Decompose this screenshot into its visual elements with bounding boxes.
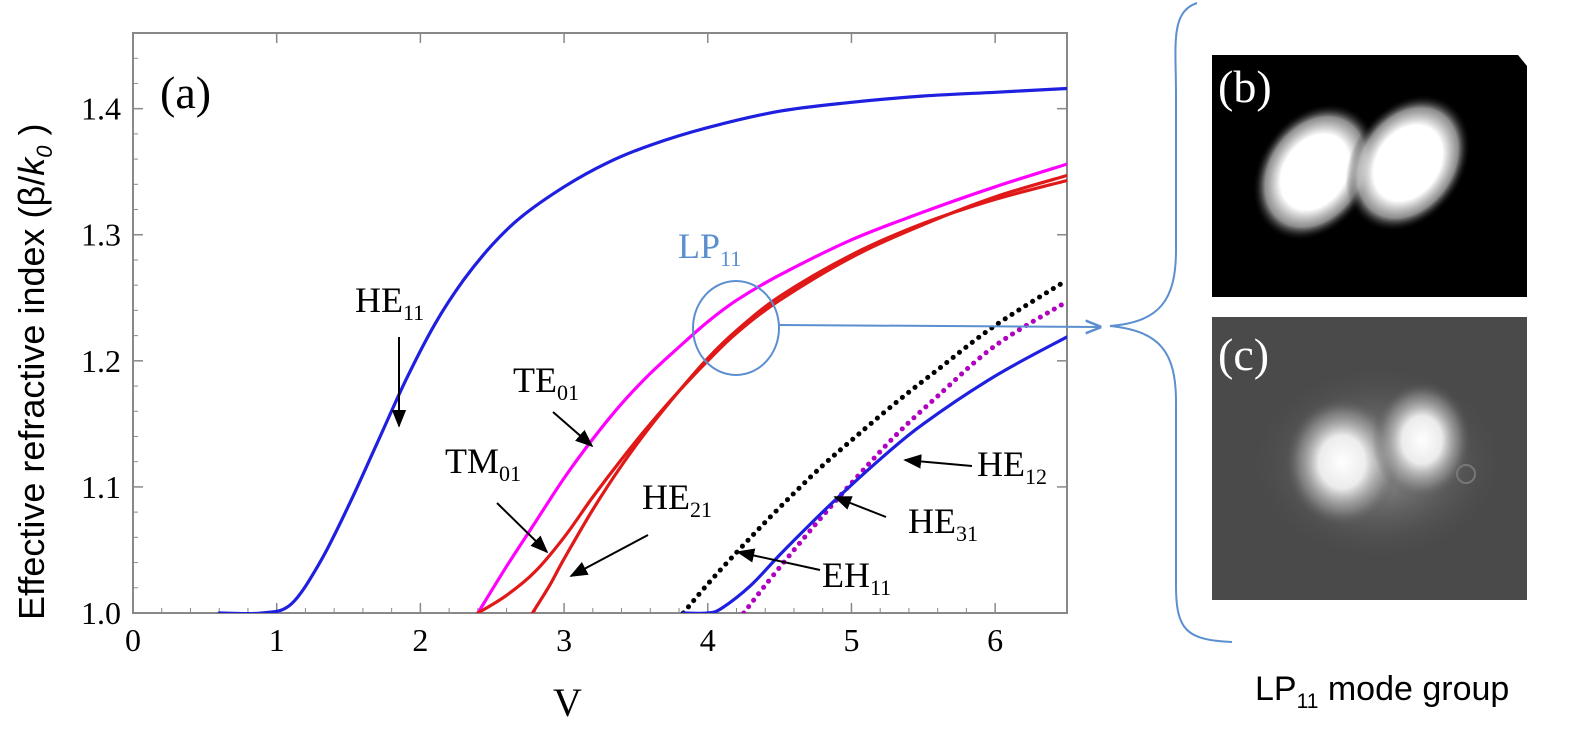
annotation-he12: HE12 [977,444,1047,489]
annotation-he31-arrow [833,496,887,518]
group-caption: LP11 mode group [1255,670,1509,713]
y-tick-label: 1.0 [81,595,121,631]
annotation-eh11: EH11 [822,555,891,600]
x-tick-label: 3 [556,622,572,658]
y-tick-label: 1.3 [81,217,121,253]
annotation-he12-arrow [903,454,973,469]
annotation-te01-arrow [552,411,594,448]
annotation-te01: TE01 [513,360,579,405]
lp11-pointer-arrow [778,325,1100,327]
y-tick-label: 1.2 [81,343,121,379]
mode-b-lobe-left [1252,103,1378,241]
series-line-he11 [217,86,1067,613]
annotation-lp11: LP11 [678,226,741,271]
y-ticks: 1.0 1.1 1.2 1.3 1.4 [81,32,1067,631]
series-layer [217,86,1067,613]
annotation-he31: HE31 [908,501,978,546]
panel-label-b: (b) [1218,61,1272,112]
panel-label-c: (c) [1218,329,1269,380]
y-tick-label: 1.1 [81,469,121,505]
x-tick-label: 6 [987,622,1003,658]
mode-image-c: (c) [1212,317,1527,600]
lp11-highlight-ellipse [692,280,780,376]
series-line-te01 [476,162,1067,613]
annotation-tm01-arrow [496,502,549,554]
x-tick-label: 2 [412,622,428,658]
annotation-eh11-arrow [736,548,821,571]
x-tick-label: 1 [269,622,285,658]
mode-b-lobe-right [1345,94,1471,232]
series-line-he12 [681,335,1067,613]
y-tick-label: 1.4 [81,91,121,127]
x-ticks: 0 1 2 3 4 5 6 [125,33,1003,658]
series-line-eh11 [680,277,1067,613]
group-brace [1109,2,1233,643]
annotation-he11: HE11 [355,280,424,325]
plot-frame [132,32,1068,614]
chart-panel-a: 0 1 2 3 4 5 6 1.0 1.1 1.2 1.3 1.4 (a) V Effective … [11,32,1068,725]
series-line-he21 [530,178,1067,613]
annotation-he21: HE21 [642,477,712,522]
mode-c-lobe-right [1372,380,1472,500]
mode-c-artifact [1456,464,1476,484]
series-line-he31 [741,299,1067,613]
panel-label-a: (a) [160,67,211,118]
y-axis-label: Effective refractive index (β/k0 ) [11,124,57,620]
mode-c-lobe-left [1284,396,1400,528]
annotation-tm01: TM01 [445,441,521,486]
x-axis-label: V [553,680,582,725]
x-tick-label: 0 [125,622,141,658]
x-tick-label: 4 [700,622,716,658]
x-tick-label: 5 [843,622,859,658]
annotation-he21-arrow [569,534,649,577]
mode-image-b: (b) [1212,55,1527,297]
